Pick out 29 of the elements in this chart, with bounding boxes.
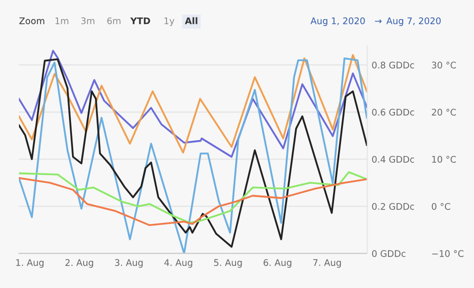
text: → [374,19,382,24]
line-series [18,171,368,224]
text: Aug 1, 2020 [310,17,365,26]
y2-tick-label: 0.8 GDDc [372,62,414,68]
y-tick-label: 0 °C [432,203,450,210]
y-tick-label: 30 °C [432,62,456,68]
x-tick-label: 5. Aug [214,259,242,268]
text: All [184,17,198,24]
text: 6m [107,17,120,24]
y-tick-label: 20 °C [432,108,456,116]
y2-tick-label: 0.2 GDDc [372,203,414,210]
y2-tick-label: 0 GDDc [372,250,406,257]
x-tick-label: 4. Aug [164,259,192,268]
y2-tick-label: 0.4 GDDc [372,156,414,163]
x-tick-label: 7. Aug [313,259,341,268]
text: Zoom [19,18,44,24]
text: 1y [164,18,174,26]
y2-tick-label: 0.6 GDDc [372,108,414,116]
line-series [18,177,368,226]
x-tick-label: 1. Aug [16,259,44,268]
text: 3m [81,17,94,24]
text: 1m [56,18,68,24]
y-tick-label: −10 °C [432,250,464,257]
y-tick-label: 10 °C [432,156,456,163]
x-tick-label: 3. Aug [115,259,143,268]
x-tick-label: 6. Aug [264,259,292,268]
text: Aug 7, 2020 [386,17,441,26]
x-tick-label: 2. Aug [65,259,94,268]
text: YTD [130,18,150,24]
